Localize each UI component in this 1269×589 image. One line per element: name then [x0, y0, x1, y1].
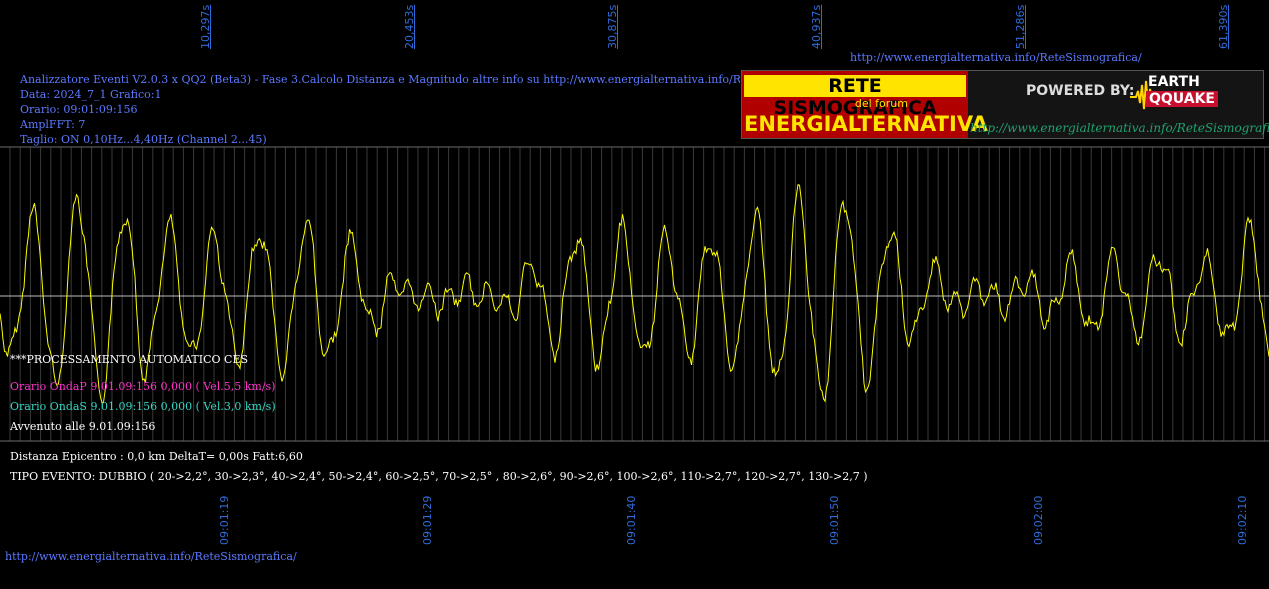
chart-grid: [0, 146, 1269, 442]
bottom-axis-label: 09:01:40: [625, 495, 638, 545]
bottom-axis-label: 09:01:19: [218, 495, 231, 545]
header-line-filter: Taglio: ON 0,10Hz...4,40Hz (Channel 2...…: [20, 133, 267, 146]
onda-p-time: Orario OndaP 9.01.09:156 0,000 ( Vel.5,5…: [10, 380, 276, 393]
top-axis-label: 40,937s: [810, 4, 823, 49]
brand-earth: EARTH: [1148, 74, 1200, 90]
banner-forum-name: ENERGIALTERNATIVA: [744, 112, 988, 136]
top-axis-label: 10,297s: [199, 4, 212, 49]
header-line-title: Analizzatore Eventi V2.0.3 x QQ2 (Beta3)…: [20, 73, 740, 86]
top-axis-label: 30,875s: [606, 4, 619, 49]
epicenter-distance: Distanza Epicentro : 0,0 km DeltaT= 0,00…: [10, 450, 303, 463]
event-type: TIPO EVENTO: DUBBIO ( 20->2,2°, 30->2,3°…: [10, 470, 868, 483]
header-line-time: Orario: 09:01:09:156: [20, 103, 138, 116]
event-time: Avvenuto alle 9.01.09:156: [10, 420, 156, 433]
header-line-date: Data: 2024_7_1 Grafico:1: [20, 88, 162, 101]
processing-label: ***PROCESSAMENTO AUTOMATICO CES: [10, 353, 249, 366]
rete-sismografica-banner: RETE SISMOGRAFICA del forum ENERGIALTERN…: [741, 70, 1269, 139]
header-line-ampl: AmplFFT: 7: [20, 118, 86, 131]
top-url[interactable]: http://www.energialternativa.info/ReteSi…: [850, 51, 1142, 64]
banner-title: RETE SISMOGRAFICA: [744, 75, 966, 119]
bottom-axis-label: 09:02:10: [1236, 495, 1249, 545]
brand-qquake: QQUAKE: [1146, 91, 1218, 107]
top-axis-label: 61,390s: [1217, 4, 1230, 49]
signal-waveform: [0, 183, 1269, 404]
top-axis-label: 20,453s: [403, 4, 416, 49]
banner-subtitle: del forum: [854, 97, 908, 110]
bottom-axis-label: 09:02:00: [1032, 495, 1045, 545]
top-axis-label: 51,286s: [1014, 4, 1027, 49]
bottom-axis-label: 09:01:29: [421, 495, 434, 545]
powered-by-label: POWERED BY:: [1026, 83, 1135, 99]
footer-url[interactable]: http://www.energialternativa.info/ReteSi…: [5, 550, 297, 563]
banner-url[interactable]: http://www.energialternativa.info/ReteSi…: [970, 121, 1269, 135]
bottom-axis-label: 09:01:50: [828, 495, 841, 545]
onda-s-time: Orario OndaS 9.01.09:156 0,000 ( Vel.3,0…: [10, 400, 276, 413]
